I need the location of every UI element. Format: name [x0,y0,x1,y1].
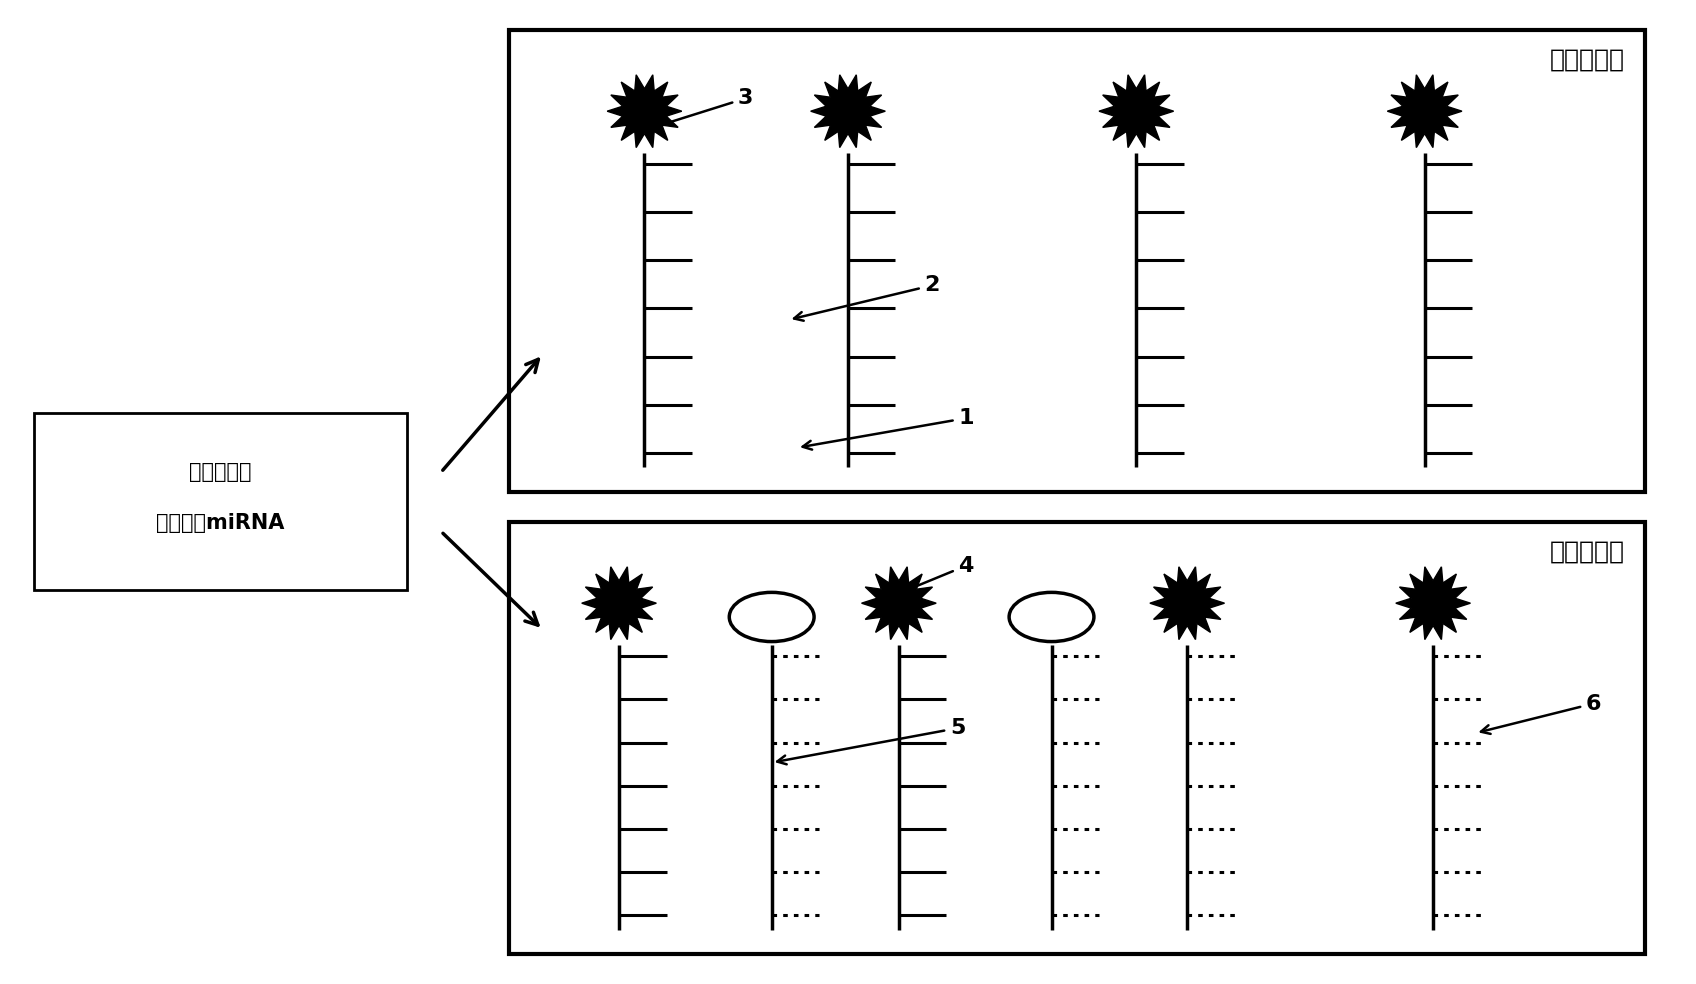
Polygon shape [1150,567,1225,640]
Text: 6: 6 [1481,694,1601,734]
Polygon shape [1387,75,1462,148]
Polygon shape [811,75,885,148]
Text: 样本检测区: 样本检测区 [1550,539,1625,563]
Polygon shape [607,75,682,148]
Text: 2: 2 [794,276,940,321]
Text: 5: 5 [777,718,965,765]
Polygon shape [862,567,936,640]
Bar [509,30,1645,492]
Text: 金标记的miRNA: 金标记的miRNA [156,514,285,533]
Text: 待测血清、: 待测血清、 [190,462,251,482]
Bar [509,522,1645,954]
Polygon shape [1099,75,1174,148]
Bar [34,413,407,590]
Polygon shape [1396,567,1470,640]
Polygon shape [582,567,656,640]
Text: 3: 3 [641,89,753,133]
Text: 4: 4 [904,556,974,592]
Text: 空白对照区: 空白对照区 [1550,47,1625,71]
Text: 1: 1 [802,408,974,450]
